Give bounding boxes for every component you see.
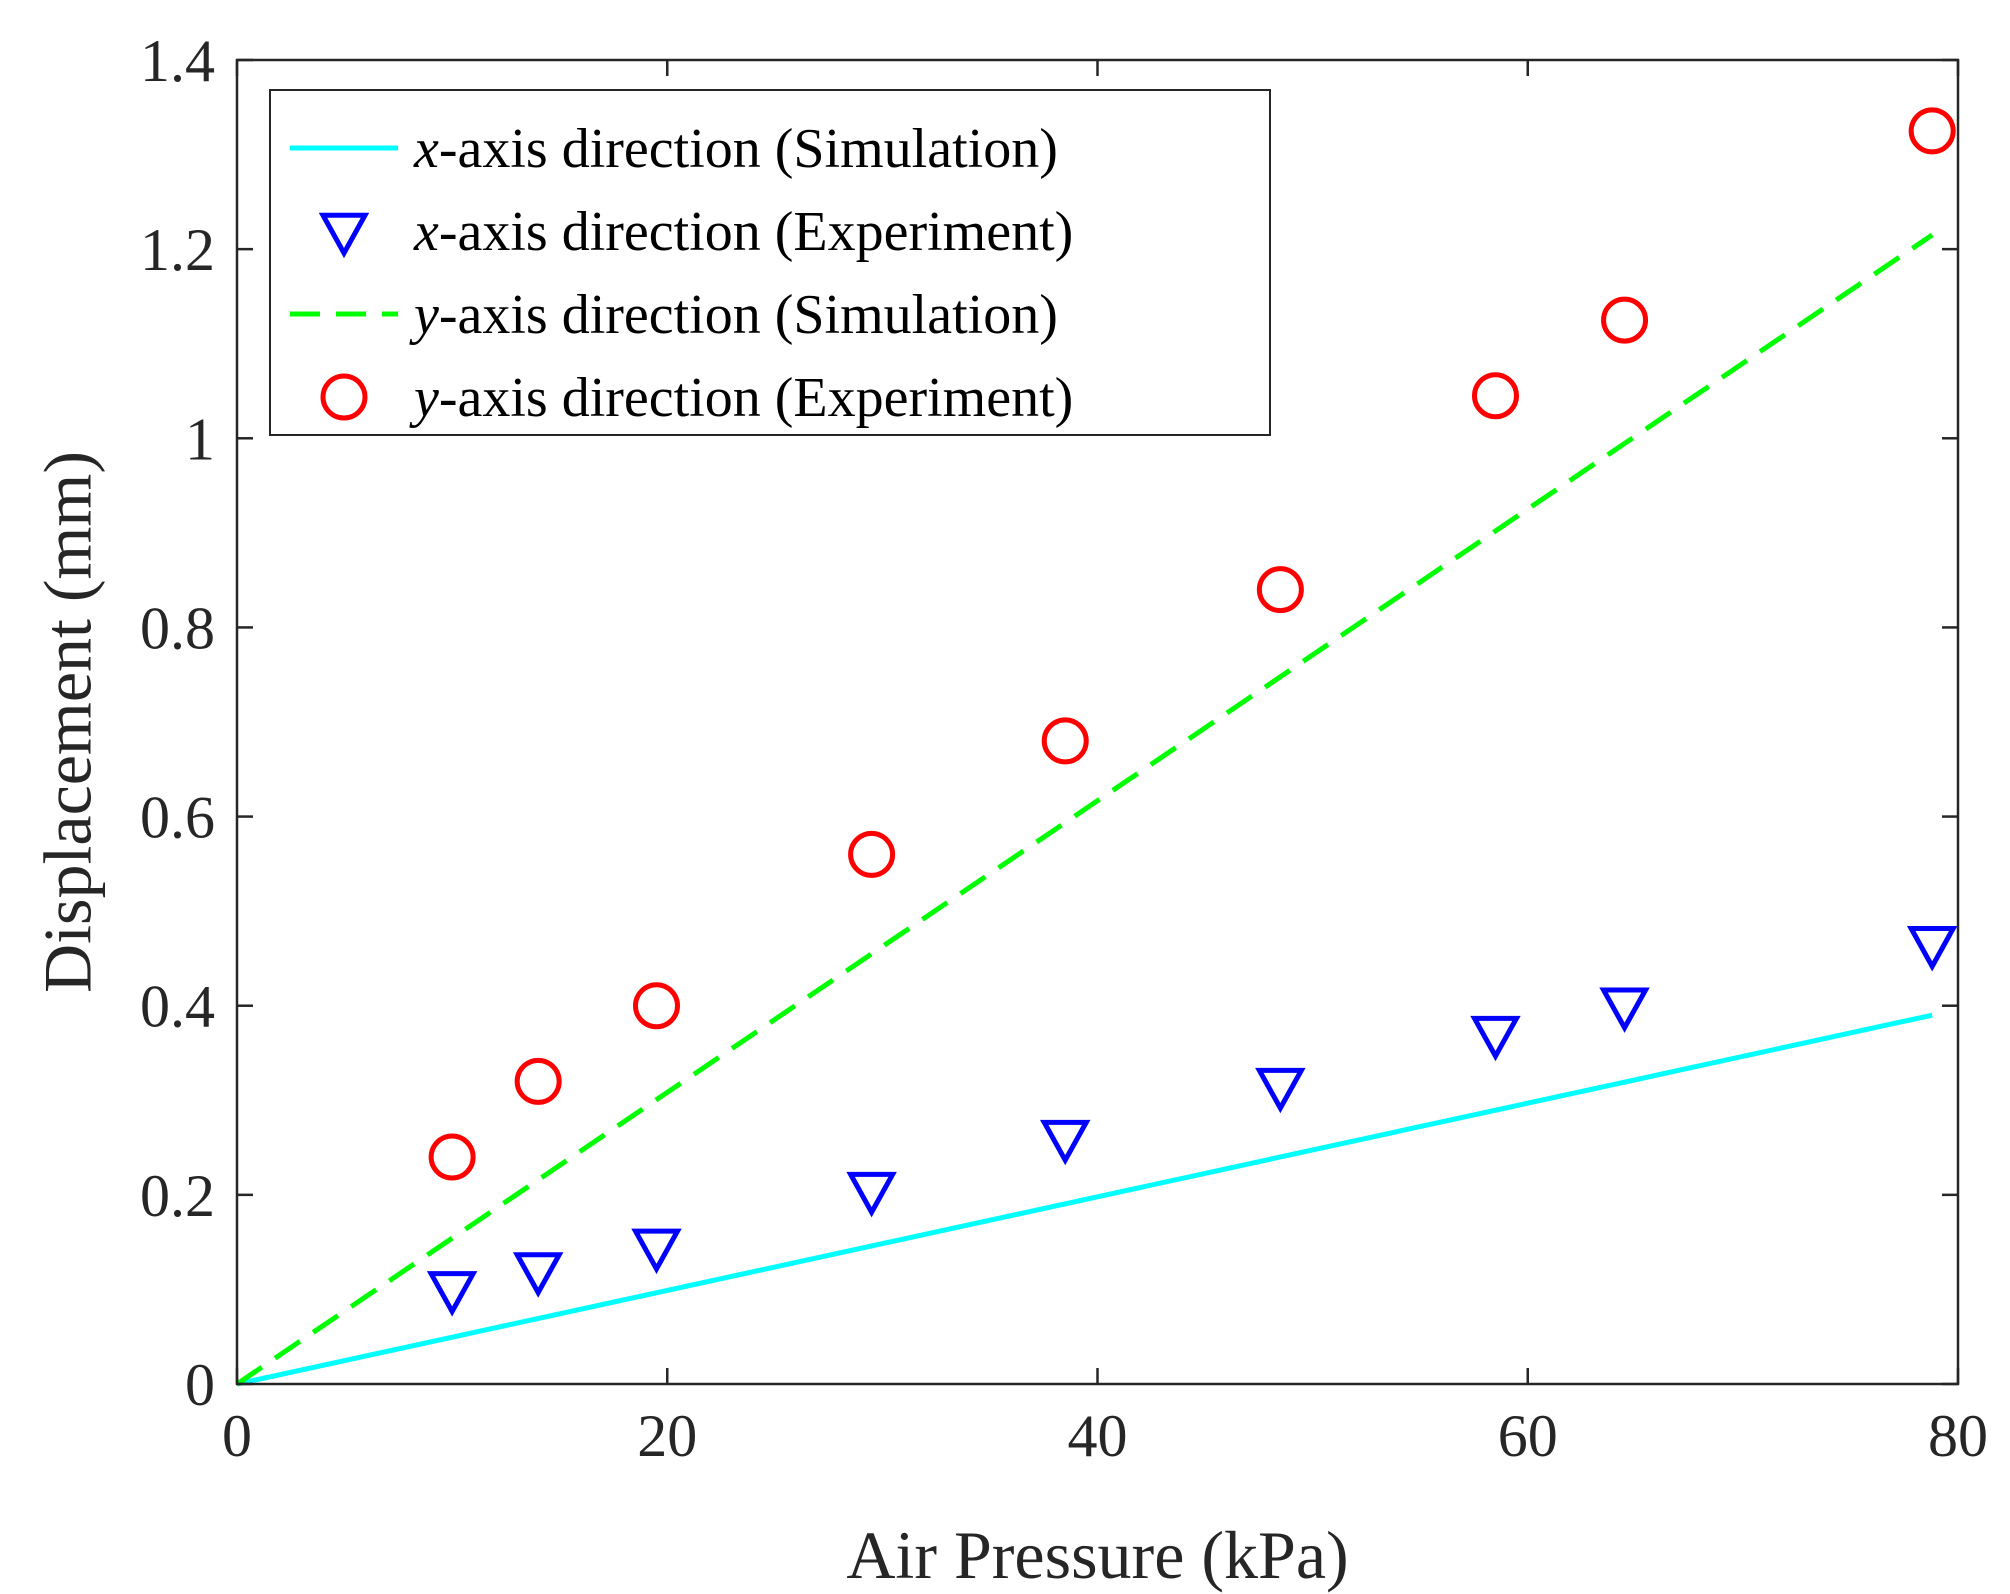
data-point xyxy=(632,982,680,1030)
data-point xyxy=(1041,717,1089,765)
legend-entry: x-axis direction (Experiment) xyxy=(318,201,1073,263)
data-point xyxy=(631,1228,682,1275)
legend-label-variable: y xyxy=(409,367,439,429)
data-point xyxy=(1256,566,1304,614)
x-tick-label: 20 xyxy=(637,1403,697,1469)
x-tick-label: 0 xyxy=(222,1403,252,1469)
legend-entry: y-axis direction (Simulation) xyxy=(290,284,1058,346)
data-point xyxy=(846,1171,897,1218)
y-tick-label: 1.2 xyxy=(140,217,215,283)
series-line xyxy=(236,1012,1933,1387)
series-1 xyxy=(426,925,1958,1317)
data-point xyxy=(1039,1119,1091,1166)
legend-label-variable: x xyxy=(413,118,439,180)
legend-label: x-axis direction (Simulation) xyxy=(413,118,1058,180)
legend-box xyxy=(269,89,1271,436)
legend-label-variable: x xyxy=(413,201,439,263)
data-point xyxy=(1906,925,1958,972)
data-point xyxy=(848,830,896,878)
legend-label: y-axis direction (Simulation) xyxy=(409,284,1058,346)
data-point xyxy=(1599,987,1650,1033)
y-tick-label: 0.4 xyxy=(140,974,215,1040)
legend-label-text: -axis direction (Experiment) xyxy=(439,367,1073,429)
legend-label-variable: y xyxy=(409,284,439,346)
legend-label: x-axis direction (Experiment) xyxy=(413,201,1073,263)
data-point xyxy=(1470,1015,1521,1062)
legend-label-text: -axis direction (Experiment) xyxy=(439,201,1073,263)
y-tick-label: 0.2 xyxy=(140,1163,215,1229)
legend-entry: x-axis direction (Simulation) xyxy=(290,118,1058,180)
y-tick-label: 0 xyxy=(185,1352,215,1418)
legend-entry: y-axis direction (Experiment) xyxy=(320,367,1073,429)
data-point xyxy=(1471,372,1519,420)
legend-marker-swatch xyxy=(320,373,368,421)
series-0 xyxy=(236,1012,1933,1387)
legend-marker-swatch xyxy=(318,212,370,259)
axes: 0 20 40 60 80 0 0.2 0.4 0.6 0.8 1 1.2 1.4 xyxy=(140,28,1988,1469)
y-tick-label: 0.6 xyxy=(140,785,215,851)
legend-label: y-axis direction (Experiment) xyxy=(409,367,1073,429)
legend-label-text: -axis direction (Simulation) xyxy=(439,284,1058,346)
data-point xyxy=(1255,1067,1306,1114)
plot-area xyxy=(235,107,1958,1387)
y-tick-label: 1.4 xyxy=(140,28,215,94)
x-axis-label: Air Pressure (kPa) xyxy=(846,1517,1348,1593)
legend-label-text: -axis direction (Simulation) xyxy=(439,118,1058,180)
y-axis-label: Displacement (mm) xyxy=(30,451,106,993)
series-3 xyxy=(428,107,1956,1181)
data-point xyxy=(512,1252,564,1298)
series-line xyxy=(235,232,1934,1387)
y-tick-label: 1 xyxy=(185,406,215,472)
x-tick-label: 60 xyxy=(1498,1403,1558,1469)
data-point xyxy=(1601,296,1649,344)
y-tick-label: 0.8 xyxy=(140,595,215,661)
data-point xyxy=(426,1271,478,1317)
data-point xyxy=(428,1133,476,1181)
series-2 xyxy=(235,232,1934,1387)
legend: x-axis direction (Simulation)x-axis dire… xyxy=(269,89,1271,436)
x-tick-label: 40 xyxy=(1068,1403,1128,1469)
x-tick-label: 80 xyxy=(1928,1403,1988,1469)
data-point xyxy=(514,1057,562,1105)
data-point xyxy=(1908,107,1956,155)
